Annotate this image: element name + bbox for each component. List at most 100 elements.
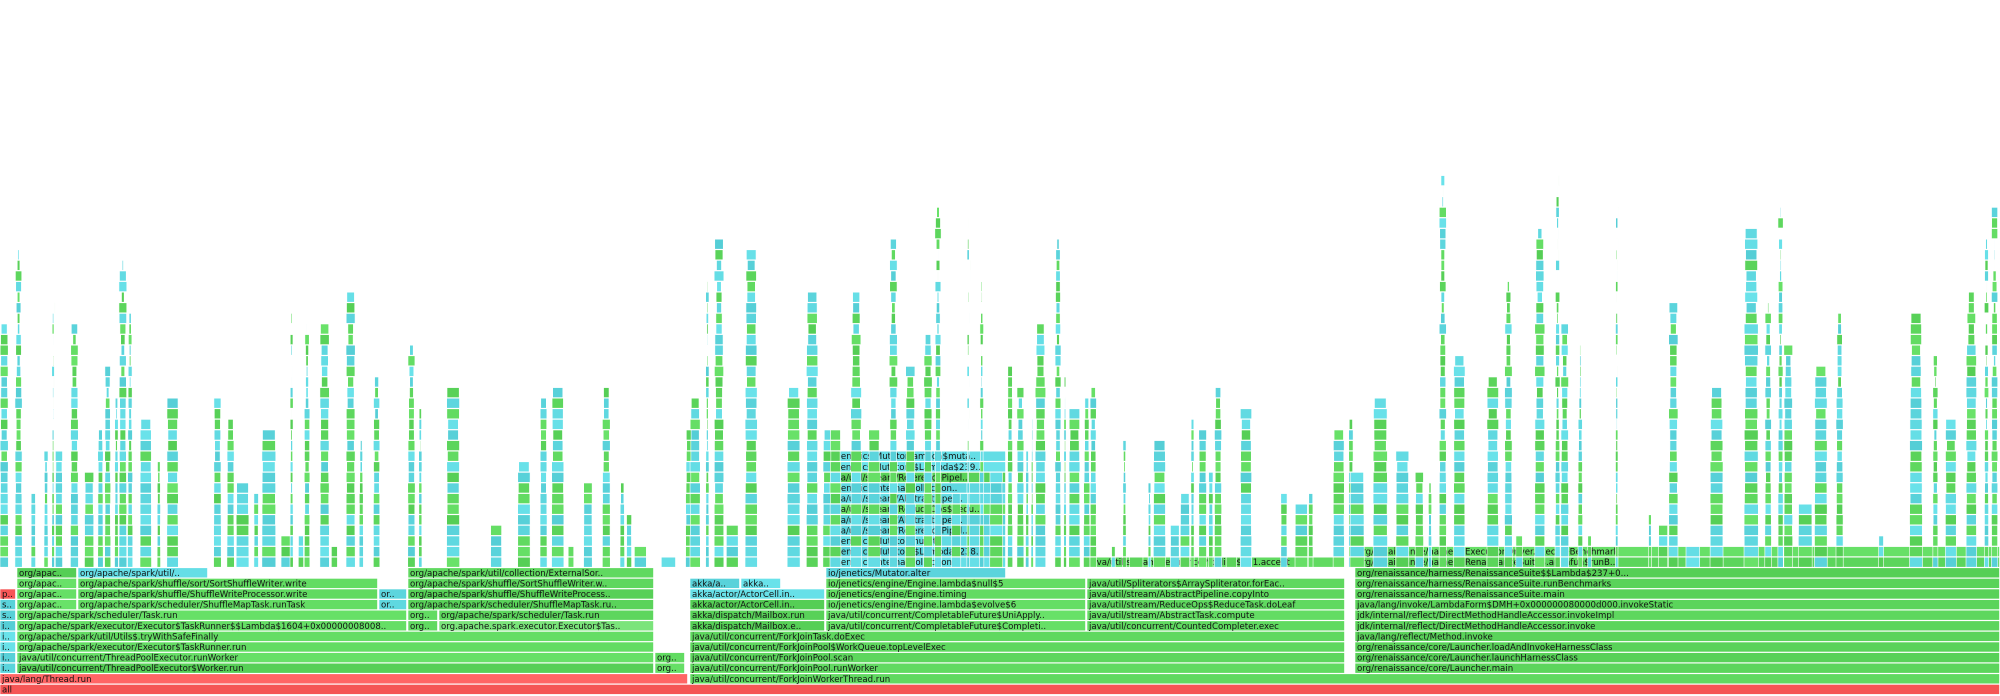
frame-bar[interactable] — [236, 482, 249, 494]
frame-bar[interactable] — [1208, 503, 1213, 515]
frame-bar[interactable] — [1055, 440, 1061, 451]
frame-bar[interactable] — [1777, 440, 1784, 451]
frame-bar[interactable] — [0, 461, 9, 473]
frame-bar[interactable] — [84, 535, 94, 547]
frame-bar[interactable] — [1190, 503, 1195, 515]
frame-bar[interactable] — [1453, 366, 1466, 377]
frame-bar[interactable] — [1440, 270, 1445, 282]
frame-bar[interactable] — [1373, 461, 1387, 473]
frame-bar[interactable] — [1453, 387, 1466, 398]
frame-bar[interactable] — [830, 461, 841, 473]
frame-bar[interactable] — [1396, 461, 1409, 473]
frame-bar[interactable] — [1991, 207, 1998, 218]
frame-bar[interactable] — [1054, 408, 1062, 420]
frame-bar[interactable] — [52, 419, 55, 430]
frame-bar[interactable] — [1709, 472, 1724, 483]
frame-bar[interactable] — [1198, 450, 1207, 462]
frame-bar[interactable] — [1084, 440, 1090, 451]
frame-bar[interactable] — [114, 493, 119, 504]
frame-bar[interactable] — [1354, 588, 2000, 600]
frame-bar[interactable] — [1486, 419, 1499, 430]
frame-bar[interactable] — [44, 514, 49, 526]
frame-bar[interactable] — [1111, 556, 1116, 568]
frame-bar[interactable] — [1504, 535, 1513, 547]
frame-bar[interactable] — [850, 493, 862, 504]
frame-bar[interactable] — [745, 440, 757, 451]
frame-bar[interactable] — [1560, 493, 1569, 504]
frame-bar[interactable] — [1280, 525, 1288, 536]
frame-bar[interactable] — [1240, 472, 1252, 483]
frame-bar[interactable] — [1504, 450, 1513, 462]
frame-bar[interactable] — [1577, 493, 1583, 504]
frame-bar[interactable] — [868, 440, 880, 451]
frame-bar[interactable] — [1814, 535, 1828, 547]
frame-bar[interactable] — [634, 556, 647, 568]
frame-bar[interactable] — [0, 472, 9, 483]
frame-bar[interactable] — [539, 461, 548, 473]
frame-bar[interactable] — [806, 472, 818, 483]
frame-bar[interactable] — [517, 546, 531, 557]
frame-bar[interactable] — [306, 323, 308, 335]
frame-bar[interactable] — [1837, 355, 1843, 367]
frame-bar[interactable] — [850, 514, 862, 526]
frame-bar[interactable] — [1505, 429, 1512, 441]
frame-bar[interactable] — [1534, 546, 1546, 557]
frame-bar[interactable] — [1783, 440, 1793, 451]
frame-bar[interactable] — [1308, 556, 1314, 568]
frame-bar[interactable] — [1555, 334, 1560, 345]
frame-bar[interactable] — [1428, 525, 1432, 536]
frame-bar[interactable] — [551, 546, 565, 557]
frame-bar[interactable] — [1515, 535, 1523, 547]
frame-bar[interactable] — [1214, 429, 1222, 441]
frame-bar[interactable] — [745, 302, 757, 314]
frame-bar[interactable] — [55, 556, 63, 568]
frame-bar[interactable] — [1577, 514, 1583, 526]
frame-bar[interactable] — [1016, 525, 1024, 536]
frame-bar[interactable] — [924, 450, 932, 462]
frame-bar[interactable] — [852, 302, 860, 314]
frame-bar[interactable] — [51, 556, 55, 568]
frame-bar[interactable] — [1668, 514, 1679, 526]
frame-bar[interactable] — [1415, 514, 1424, 526]
frame-bar[interactable] — [1007, 450, 1013, 462]
frame-bar[interactable] — [980, 376, 983, 388]
frame-bar[interactable] — [139, 440, 152, 451]
frame-bar[interactable] — [891, 249, 896, 261]
frame-bar[interactable] — [1984, 270, 1989, 282]
frame-bar[interactable] — [1063, 556, 1067, 568]
frame-bar[interactable] — [1214, 546, 1223, 557]
frame-bar[interactable] — [55, 482, 63, 494]
frame-bar[interactable] — [1709, 493, 1724, 504]
frame-bar[interactable] — [157, 493, 161, 504]
frame-bar[interactable] — [1560, 556, 1569, 568]
frame-bar[interactable] — [55, 450, 63, 462]
frame-bar[interactable] — [934, 461, 941, 473]
frame-bar[interactable] — [1968, 291, 1975, 303]
frame-bar[interactable] — [1965, 440, 1977, 451]
frame-bar[interactable] — [539, 408, 548, 420]
frame-bar[interactable] — [1587, 556, 1592, 568]
frame-bar[interactable] — [236, 535, 250, 547]
frame-bar[interactable] — [298, 535, 304, 547]
frame-bar[interactable] — [1932, 556, 1939, 568]
frame-bar[interactable] — [1984, 472, 1989, 483]
frame-bar[interactable] — [1025, 482, 1029, 494]
frame-bar[interactable] — [602, 472, 611, 483]
frame-bar[interactable] — [373, 514, 381, 526]
frame-bar[interactable] — [1007, 387, 1013, 398]
frame-bar[interactable] — [1616, 196, 1619, 208]
frame-bar[interactable] — [1240, 514, 1252, 526]
frame-bar[interactable] — [213, 503, 222, 515]
frame-bar[interactable] — [552, 450, 564, 462]
frame-bar[interactable] — [1710, 429, 1723, 441]
frame-bar[interactable] — [15, 302, 22, 314]
frame-bar[interactable] — [1909, 535, 1923, 547]
frame-bar[interactable] — [227, 419, 234, 430]
frame-bar[interactable] — [1440, 313, 1446, 324]
frame-bar[interactable] — [619, 556, 625, 568]
frame-bar[interactable] — [1086, 588, 1345, 600]
frame-bar[interactable] — [967, 419, 969, 430]
frame-bar[interactable] — [1784, 387, 1792, 398]
frame-bar[interactable] — [1198, 546, 1207, 557]
frame-bar[interactable] — [1991, 376, 1998, 388]
